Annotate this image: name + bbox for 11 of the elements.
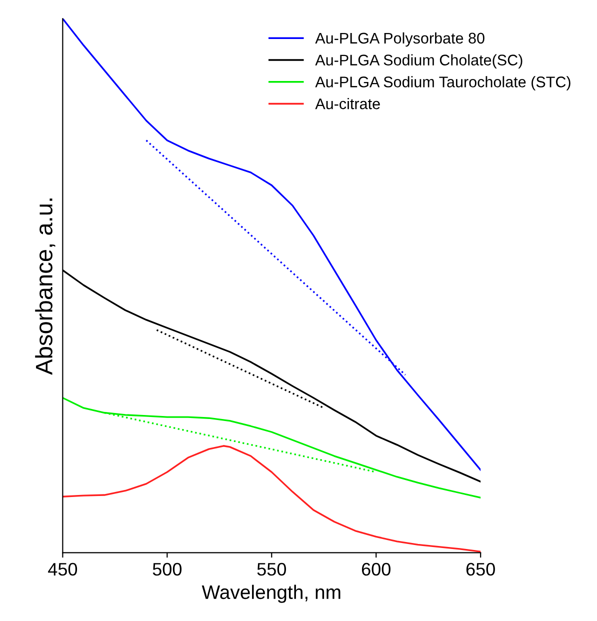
- x-tick-label: 550: [257, 562, 286, 576]
- legend-label: Au-citrate: [315, 98, 380, 110]
- x-axis-title: Wavelength, nm: [202, 584, 340, 603]
- x-tick-label: 450: [48, 562, 78, 576]
- y-axis-title: Absorbance, a.u.: [35, 198, 56, 375]
- legend-label: Au-PLGA Polysorbate 80: [315, 32, 484, 47]
- legend-label: Au-PLGA Sodium Cholate(SC): [315, 54, 522, 68]
- x-tick-label: 500: [152, 562, 182, 576]
- legend-label: Au-PLGA Sodium Taurocholate (STC): [315, 76, 570, 90]
- x-tick-label: 650: [466, 562, 495, 576]
- x-tick-label: 600: [362, 562, 390, 576]
